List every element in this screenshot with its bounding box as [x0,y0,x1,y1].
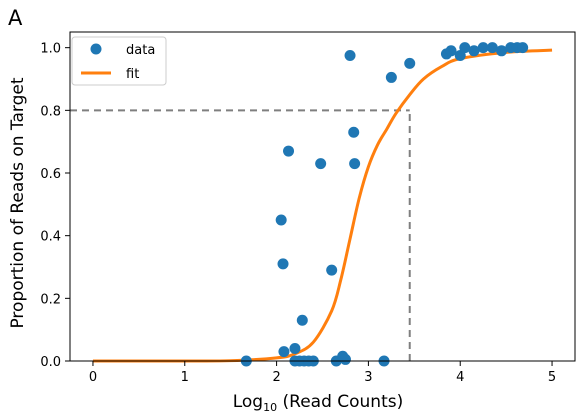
plot-frame [69,31,576,362]
x-axis-title-subscript: 10 [263,401,277,414]
fit-line [92,48,553,363]
data-point [296,314,308,326]
data-point [517,42,529,54]
data-point [289,342,301,354]
data-points [240,42,529,367]
legend-data-label: data [126,43,155,58]
data-point [404,57,416,69]
data-point [349,158,361,170]
x-tick-label: 4 [456,370,464,385]
x-axis-title-log: Log [233,392,263,412]
x-tick-label: 5 [548,370,556,385]
data-point [459,42,471,54]
data-point [277,258,289,270]
x-tick-label: 3 [364,370,372,385]
y-tick-label: 0.2 [40,292,61,307]
data-point [477,42,489,54]
panel-label: A [8,6,23,30]
reference-lines [70,109,411,361]
data-point [344,50,356,61]
y-axis-title: Proportion of Reads on Target [8,77,28,328]
legend: data fit [71,36,167,86]
x-axis-title-rest: (Read Counts) [277,392,403,412]
y-tick-label: 0.6 [40,167,61,182]
legend-fit-label: fit [126,67,139,82]
x-tick-label: 0 [89,370,97,385]
data-point [468,45,480,57]
y-tick-label: 0.0 [40,355,61,370]
data-point [326,264,338,276]
x-tick-label: 1 [181,370,189,385]
data-point [348,126,360,138]
data-point [278,346,290,358]
fit-layer [92,48,553,363]
y-tick-label: 1.0 [40,42,61,57]
data-point [339,353,351,365]
axis-ticks: 0 1 2 3 4 5 0.0 0.2 0.4 0.6 0.8 1.0 [40,42,556,385]
legend-data-marker [90,43,102,55]
x-axis-title: Log10 (Read Counts) [233,392,404,414]
data-point [496,45,508,57]
data-point [486,42,498,54]
data-point [385,71,397,83]
y-tick-label: 0.8 [40,104,61,119]
data-point [275,214,287,226]
data-point [315,158,327,170]
data-point [445,45,457,57]
x-tick-label: 2 [272,370,280,385]
data-point [283,145,295,157]
y-tick-label: 0.4 [40,230,61,245]
